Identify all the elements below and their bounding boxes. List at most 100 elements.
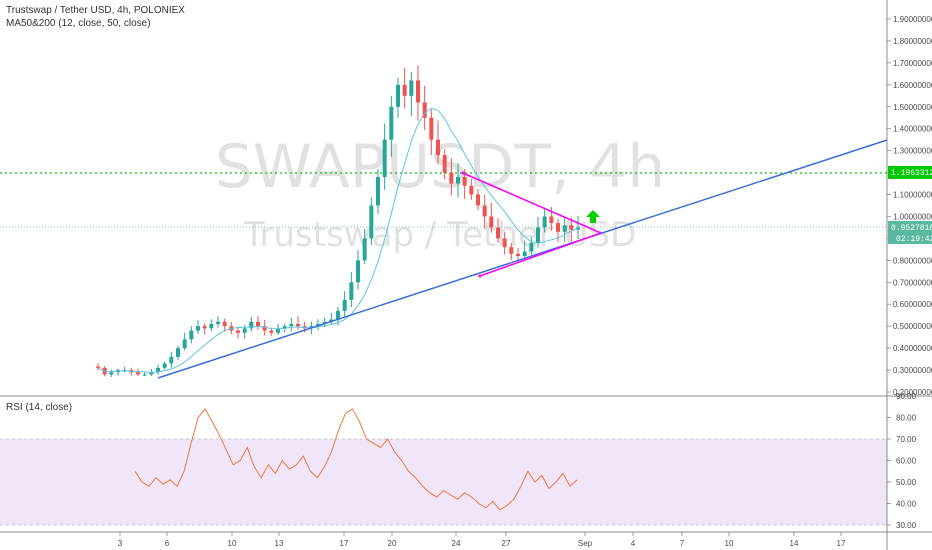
candle-body bbox=[156, 367, 160, 373]
rsi-legend: RSI (14, close) bbox=[6, 402, 73, 413]
rsi-tick-label: 40.00 bbox=[896, 500, 917, 509]
price-tick-label: 0.80000000 bbox=[893, 256, 932, 265]
candle-body bbox=[402, 84, 407, 96]
candle-body bbox=[196, 326, 200, 331]
chart-title: Trustswap / Tether USD, 4h, POLONIEX bbox=[6, 5, 185, 16]
rsi-band bbox=[0, 439, 887, 525]
triangle-lower-edge[interactable] bbox=[479, 232, 602, 277]
ascending-trendline[interactable] bbox=[157, 139, 888, 379]
price-tick-label: 1.60000000 bbox=[893, 81, 932, 90]
candle-body bbox=[222, 321, 227, 327]
candle-body bbox=[516, 253, 520, 256]
candle-body bbox=[296, 323, 300, 327]
candle-body bbox=[282, 326, 287, 329]
time-tick-label: 24 bbox=[452, 539, 461, 548]
candle-body bbox=[529, 242, 534, 252]
candle-body bbox=[176, 348, 180, 357]
time-tick-label: 4 bbox=[631, 539, 636, 548]
candle-body bbox=[522, 251, 527, 256]
price-tick-label: 1.80000000 bbox=[893, 37, 932, 46]
time-axis[interactable]: 3 6 10 13 17 20 24 27 Sep 4 7 10 14 17 bbox=[118, 532, 846, 548]
candle-body bbox=[142, 374, 147, 376]
price-tick-label: 0.40000000 bbox=[893, 344, 932, 353]
rsi-tick-label: 80.00 bbox=[896, 414, 917, 423]
symmetrical-triangle[interactable] bbox=[461, 171, 602, 278]
ma-study-legend: MA50&200 (12, close, 50, close) bbox=[6, 18, 151, 29]
candle-body bbox=[482, 205, 487, 217]
price-tick-label: 1.30000000 bbox=[893, 147, 932, 156]
up-arrow-icon[interactable] bbox=[586, 210, 600, 223]
candle-body bbox=[382, 139, 387, 177]
rsi-line bbox=[134, 408, 578, 511]
rsi-tick-label: 60.00 bbox=[896, 457, 917, 466]
price-tick-label: 1.40000000 bbox=[893, 125, 932, 134]
candle-body bbox=[349, 282, 354, 300]
price-tick-label: 1.70000000 bbox=[893, 59, 932, 68]
triangle-handle-upper[interactable] bbox=[461, 171, 465, 175]
candle-body bbox=[289, 323, 294, 327]
rsi-axis[interactable]: 30.00 40.00 50.00 60.00 70.00 80.00 90.00 bbox=[887, 392, 917, 530]
candle-body bbox=[489, 216, 494, 228]
candle-body bbox=[336, 310, 340, 320]
candle-body bbox=[369, 205, 374, 239]
candle-body bbox=[169, 356, 174, 364]
rsi-tick-label: 30.00 bbox=[896, 521, 917, 530]
candle-body bbox=[496, 227, 500, 239]
candle-body bbox=[362, 238, 367, 261]
price-tick-label: 0.30000000 bbox=[893, 366, 932, 375]
time-tick-label: 10 bbox=[228, 539, 237, 548]
price-tick-label: 1.00000000 bbox=[893, 212, 932, 221]
candle-body bbox=[442, 155, 447, 173]
time-tick-label: 14 bbox=[790, 539, 799, 548]
candle-body bbox=[189, 330, 194, 340]
candle-body bbox=[262, 326, 267, 331]
candle-body bbox=[376, 176, 380, 206]
rsi-tick-label: 50.00 bbox=[896, 478, 917, 487]
candle-body bbox=[109, 372, 114, 375]
candle-body bbox=[209, 323, 214, 329]
candle-body bbox=[162, 363, 167, 368]
candle-body bbox=[202, 326, 207, 329]
candle-body bbox=[569, 225, 574, 230]
countdown-label: 02:19:42 bbox=[896, 235, 932, 244]
time-tick-label: 20 bbox=[388, 539, 397, 548]
candle-body bbox=[476, 194, 480, 206]
candle-body bbox=[396, 84, 400, 107]
candle-body bbox=[269, 330, 274, 333]
price-tick-label: 0.20000000 bbox=[893, 388, 932, 397]
candle-body bbox=[236, 330, 240, 333]
candle-body bbox=[182, 339, 187, 349]
candle-body bbox=[249, 321, 254, 329]
triangle-upper-edge[interactable] bbox=[462, 172, 602, 234]
price-tick-label: 1.10000000 bbox=[893, 191, 932, 200]
candle-body bbox=[456, 176, 460, 184]
rsi-tick-label: 90.00 bbox=[896, 392, 917, 401]
candle-body bbox=[302, 326, 307, 329]
candle-body bbox=[96, 366, 100, 368]
candle-body bbox=[216, 321, 220, 324]
candle-body bbox=[389, 106, 394, 140]
candle-body bbox=[409, 80, 414, 96]
candle-body bbox=[276, 328, 280, 333]
current-price-tag: 0.95278185 02:19:42 bbox=[888, 221, 932, 244]
time-tick-label: 17 bbox=[340, 539, 349, 548]
candle-body bbox=[556, 223, 560, 232]
price-tick-label: 0.70000000 bbox=[893, 278, 932, 287]
triangle-handle-lower[interactable] bbox=[478, 274, 482, 278]
candle-body bbox=[449, 172, 454, 184]
candle-body bbox=[462, 176, 467, 186]
price-tick-label: 0.60000000 bbox=[893, 300, 932, 309]
candle-body bbox=[136, 372, 140, 375]
time-tick-label: 27 bbox=[502, 539, 511, 548]
price-tick-label: 0.50000000 bbox=[893, 322, 932, 331]
candle-body bbox=[502, 238, 507, 248]
candle-body bbox=[256, 321, 260, 327]
time-tick-label: 10 bbox=[725, 539, 734, 548]
candle-body bbox=[469, 185, 474, 195]
time-tick-label: 17 bbox=[837, 539, 846, 548]
rsi-tick-label: 70.00 bbox=[896, 435, 917, 444]
price-tick-label: 1.50000000 bbox=[893, 103, 932, 112]
